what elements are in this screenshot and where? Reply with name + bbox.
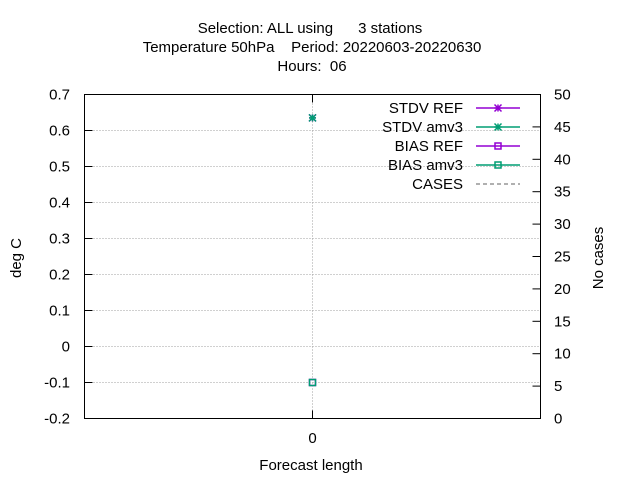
legend-stdv-ref-marker (493, 103, 503, 113)
legend-stdv-amv3-label: STDV amv3 (382, 119, 463, 136)
axis-ticks (84, 94, 541, 419)
y2-tick-label: 30 (554, 216, 571, 233)
y2-tick-label: 15 (554, 313, 571, 330)
legend-stdv-ref-label: STDV REF (389, 100, 463, 117)
y-tick-label: 0 (62, 339, 70, 356)
x-tick-label: 0 (308, 430, 316, 447)
marker-stdv-amv3-stroke (308, 113, 317, 122)
chart-title-line1: Selection: ALL using 3 stations (198, 20, 423, 37)
legend-stdv-ref-marker-stroke (493, 103, 503, 113)
grid-lines (84, 94, 541, 419)
chart-title-line3: Hours: 06 (277, 58, 346, 75)
y-tick-label: 0.5 (49, 159, 70, 176)
y-tick-label: 0.7 (49, 87, 70, 104)
x-tick-labels: 0 (308, 430, 316, 447)
legend-bias-ref-marker (494, 142, 502, 150)
y-tick-label: 0.3 (49, 231, 70, 248)
y-tick-label: -0.1 (44, 375, 70, 392)
y-tick-label: 0.2 (49, 267, 70, 284)
y2-tick-label: 25 (554, 249, 571, 266)
y2-tick-label: 40 (554, 151, 571, 168)
y2-tick-label: 20 (554, 281, 571, 298)
y-tick-label: 0.1 (49, 303, 70, 320)
legend-bias-amv3-label: BIAS amv3 (388, 157, 463, 174)
y2-axis-label: No cases (590, 227, 607, 290)
legend-stdv-amv3-marker (493, 122, 503, 132)
y2-tick-label: 35 (554, 184, 571, 201)
y2-tick-label: 0 (554, 411, 562, 428)
legend: STDV REF STDV amv3 BIAS REF BIAS amv3 CASES (382, 100, 520, 193)
marker-bias-amv3 (308, 378, 317, 387)
marker-stdv-amv3 (308, 113, 317, 122)
y2-tick-label: 10 (554, 346, 571, 363)
chart-title-line2: Temperature 50hPa Period: 20220603-20220… (143, 39, 482, 56)
legend-bias-ref-label: BIAS REF (395, 138, 463, 155)
legend-bias-amv3-marker (494, 161, 502, 169)
y-tick-label: 0.4 (49, 195, 70, 212)
y-tick-label: -0.2 (44, 411, 70, 428)
y2-tick-label: 5 (554, 378, 562, 395)
y2-tick-label: 50 (554, 87, 571, 104)
y2-tick-label: 45 (554, 119, 571, 136)
x-axis-label: Forecast length (259, 457, 362, 474)
legend-cases-label: CASES (412, 176, 463, 193)
data-markers (308, 113, 317, 387)
y-tick-label: 0.6 (49, 123, 70, 140)
y-axis-label: deg C (8, 238, 25, 278)
legend-stdv-amv3-marker-stroke (493, 122, 503, 132)
y-tick-labels: 0.7 0.6 0.5 0.4 0.3 0.2 0.1 0 -0.1 -0.2 (44, 87, 70, 428)
